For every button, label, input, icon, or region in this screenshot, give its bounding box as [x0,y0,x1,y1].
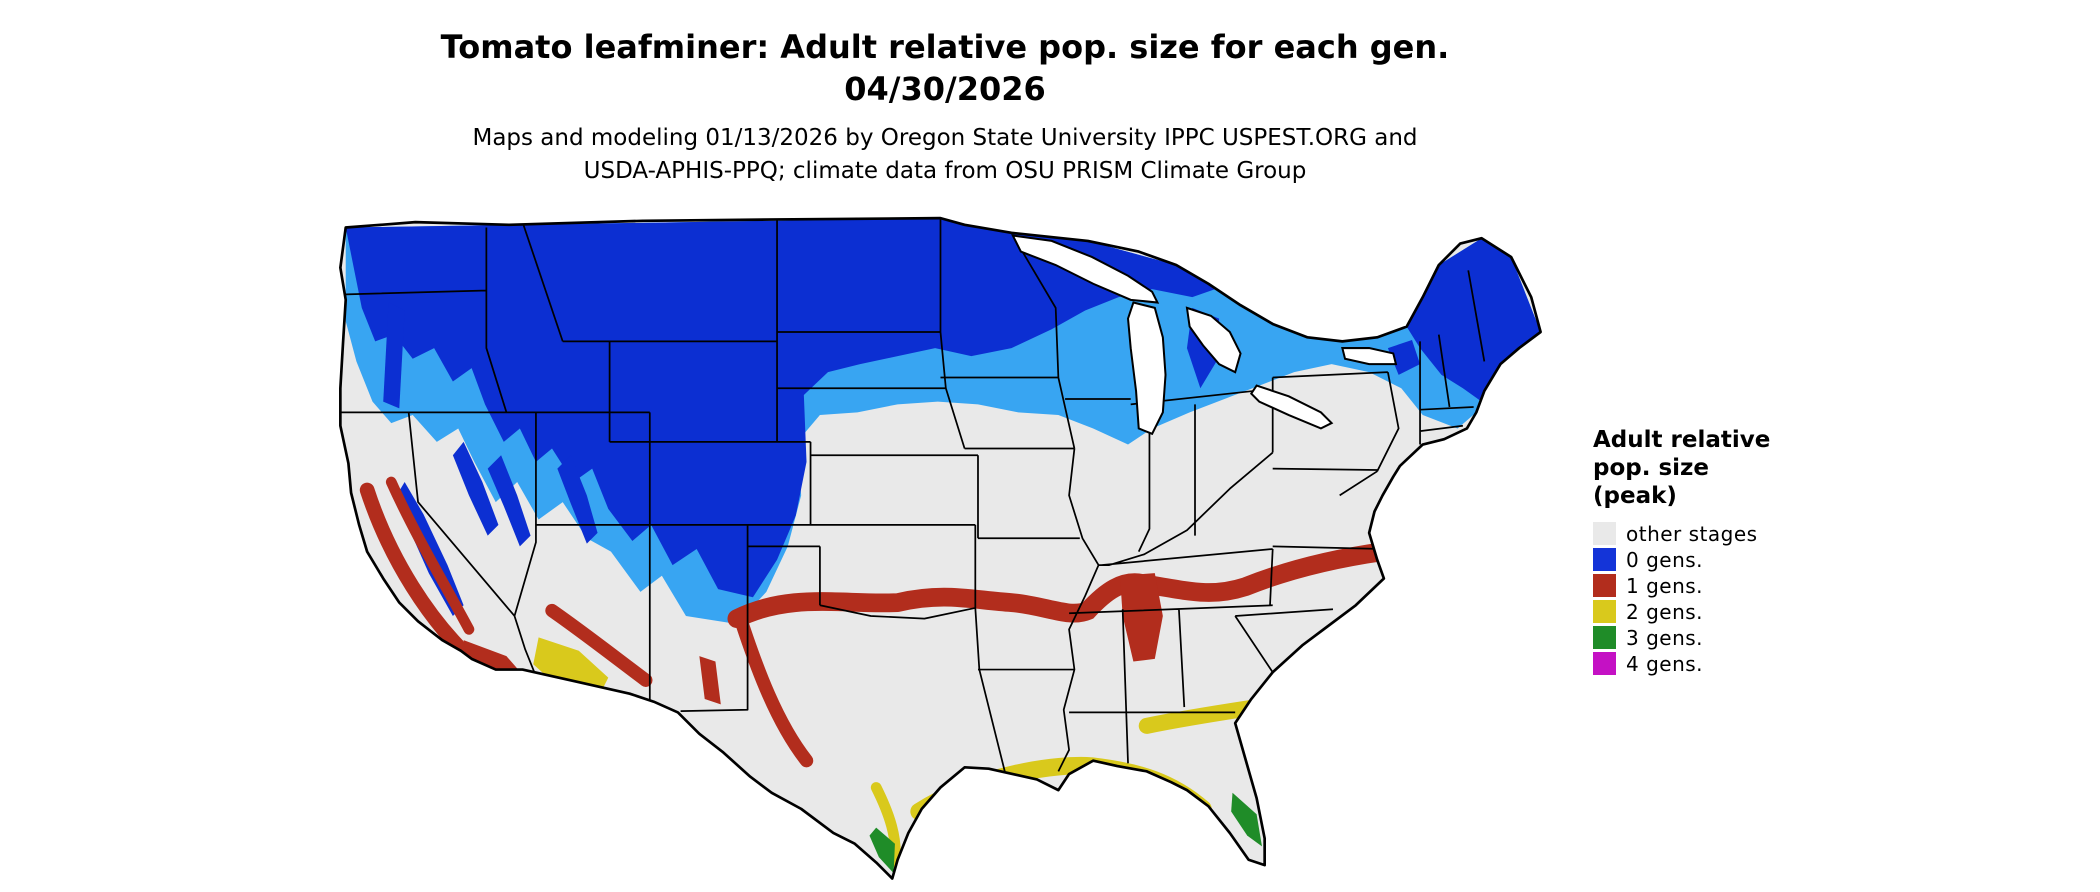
legend-swatch-rect [1593,522,1616,545]
lake-erie [1249,384,1334,430]
region-0gens-deep-north-rockies [345,218,1220,598]
region-1gen-california-foothills [385,476,475,635]
region-0gens-deep-wasatch [557,455,598,544]
legend-swatch-rect [1593,626,1616,649]
legend-label-0-gens: 0 gens. [1626,547,1704,572]
legend-label-other-stages: other stages [1626,521,1758,546]
legend-title-line-2: pop. size [1593,455,1710,481]
region-2gens-south-texas-strip [870,782,901,868]
legend-label-1-gens: 1 gens. [1626,573,1704,598]
legend-item-0-gens: 0 gens. [1593,547,1853,572]
region-1gen-arizona-rim [545,603,653,687]
legend-items: other stages 0 gens. 1 gens. 2 gens. [1593,521,1853,676]
figure-title: Tomato leafminer: Adult relative pop. si… [440,28,1450,66]
legend-swatch-other-stages [1593,522,1616,545]
us-outline [339,216,1542,880]
legend-item-2-gens: 2 gens. [1593,599,1853,624]
region-1gen-new-mexico-spot [699,656,721,705]
legend-swatch-rect [1593,600,1616,623]
region-3gens-south-florida [1231,792,1262,847]
us-map [339,216,1542,880]
legend-swatch-2-gens [1593,600,1616,623]
region-1gen-southern-band [727,542,1392,629]
legend-item-4-gens: 4 gens. [1593,651,1853,676]
title-block: Tomato leafminer: Adult relative pop. si… [0,26,1890,188]
legend-swatch-0-gens [1593,548,1616,571]
legend-swatch-1-gens [1593,574,1616,597]
legend-label-2-gens: 2 gens. [1626,599,1704,624]
legend-label-3-gens: 3 gens. [1626,625,1704,650]
figure-date: 04/30/2026 [844,70,1046,108]
credit-line-1: Maps and modeling 01/13/2026 by Oregon S… [472,125,1418,151]
state-borders [340,218,1486,772]
legend-item-other-stages: other stages [1593,521,1853,546]
region-0gens-deep-new-england [1406,238,1541,402]
credit-block: Maps and modeling 01/13/2026 by Oregon S… [0,122,1890,188]
legend-item-3-gens: 3 gens. [1593,625,1853,650]
legend-swatch-rect [1593,548,1616,571]
legend: Adult relative pop. size (peak) other st… [1593,426,1853,678]
legend-swatch-rect [1593,652,1616,675]
region-0gens-deep-nevada-1 [452,441,499,536]
region-0gens-deep-nevada-2 [487,455,531,547]
region-3gens-south-texas [869,827,895,874]
legend-swatch-4-gens [1593,652,1616,675]
legend-title-line-1: Adult relative [1593,427,1771,453]
legend-label-4-gens: 4 gens. [1626,651,1704,676]
region-1gen-big-bend [732,609,814,768]
legend-item-1-gens: 1 gens. [1593,573,1853,598]
legend-title-line-3: (peak) [1593,483,1677,509]
lake-michigan [1127,301,1167,436]
lake-huron [1185,306,1242,374]
legend-swatch-3-gens [1593,626,1616,649]
region-1gen-mississippi-blob [1119,573,1163,662]
region-0gens-deep-adirondacks [1387,340,1421,375]
lake-superior [1011,234,1160,304]
lake-ontario [1341,347,1398,366]
legend-swatch-rect [1593,574,1616,597]
credit-line-2: USDA-APHIS-PPQ; climate data from OSU PR… [583,158,1307,184]
region-0gens-deep-cascades [383,302,405,409]
